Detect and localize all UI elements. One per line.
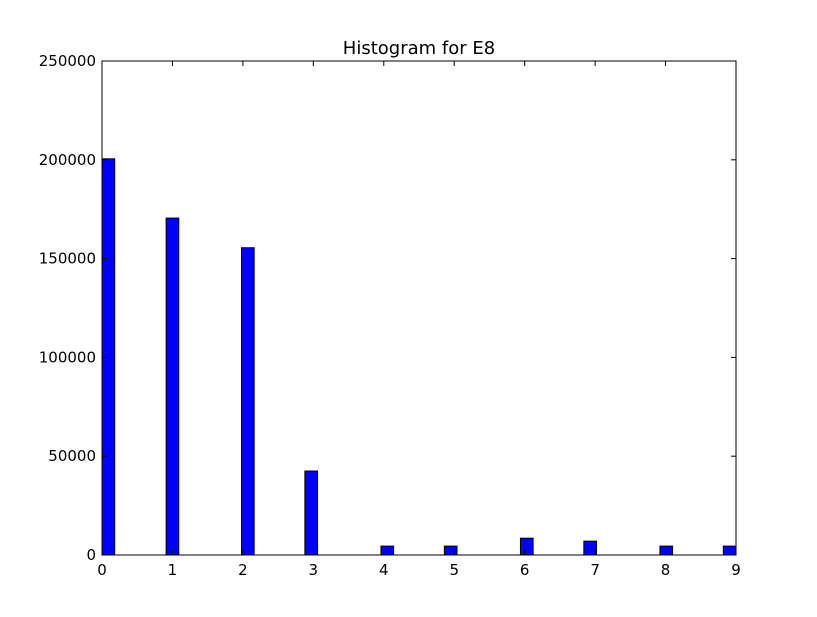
x-tick-label: 8 bbox=[661, 561, 671, 579]
bars-group bbox=[101, 158, 737, 556]
x-tick-label: 6 bbox=[520, 561, 530, 579]
x-tick-label: 5 bbox=[449, 561, 459, 579]
x-tick-labels: 0 1 2 3 4 5 6 7 8 9 bbox=[97, 561, 741, 579]
histogram-bar-6 bbox=[519, 537, 534, 556]
histogram-bar-2 bbox=[240, 247, 255, 556]
y-tick-label: 50000 bbox=[48, 447, 96, 465]
x-tick-label: 7 bbox=[590, 561, 600, 579]
x-tick-label: 0 bbox=[97, 561, 107, 579]
x-tick-label: 2 bbox=[238, 561, 248, 579]
histogram-bar-1 bbox=[165, 217, 180, 556]
histogram-bar-9 bbox=[722, 545, 737, 556]
y-tick-label: 150000 bbox=[39, 250, 96, 268]
y-tick-label: 200000 bbox=[39, 151, 96, 169]
y-tick-label: 100000 bbox=[39, 348, 96, 366]
histogram-bar-8 bbox=[659, 545, 674, 556]
x-tick-label: 3 bbox=[309, 561, 319, 579]
chart-title: Histogram for E8 bbox=[343, 38, 495, 59]
histogram-bar-4 bbox=[380, 545, 395, 556]
x-tick-label: 9 bbox=[731, 561, 741, 579]
y-tick-label: 0 bbox=[86, 546, 96, 564]
plot-frame bbox=[101, 60, 737, 556]
x-tick-label: 4 bbox=[379, 561, 389, 579]
x-tick-label: 1 bbox=[168, 561, 178, 579]
histogram-bar-5 bbox=[443, 545, 458, 556]
y-tick-labels: 0 50000 100000 150000 200000 250000 bbox=[39, 52, 96, 564]
y-tick-label: 250000 bbox=[39, 52, 96, 70]
histogram-bar-3 bbox=[304, 470, 319, 556]
ticks-group bbox=[101, 60, 737, 556]
